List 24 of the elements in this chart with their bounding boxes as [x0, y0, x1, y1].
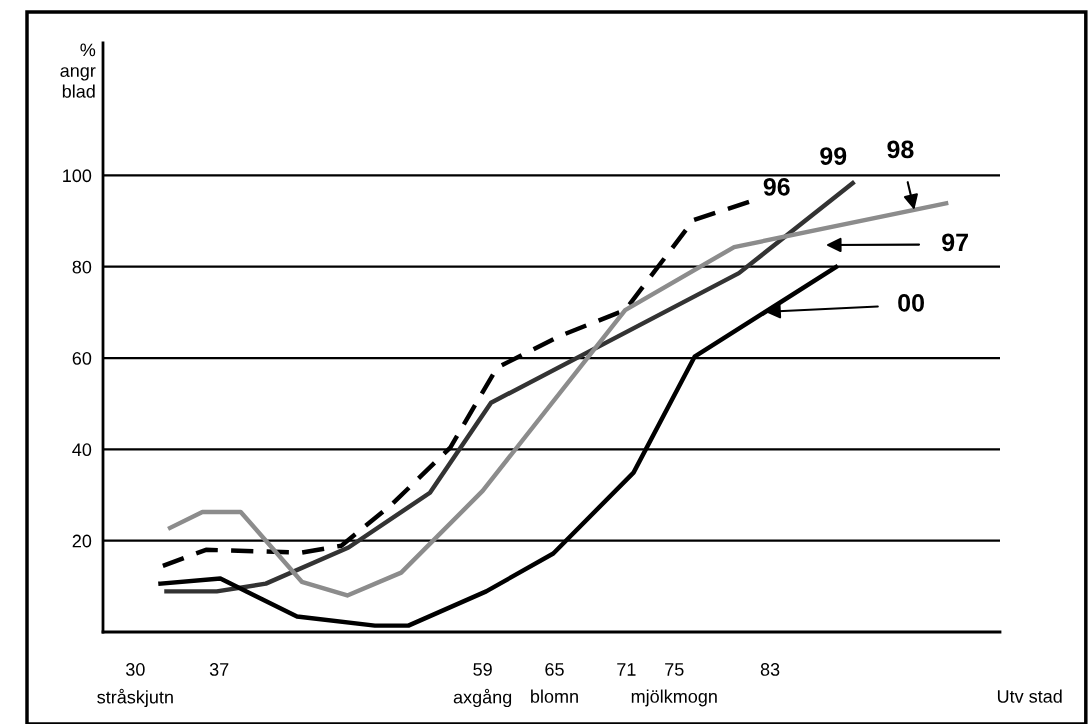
series-label: 96 — [763, 177, 790, 196]
y-tick-label: 60 — [72, 351, 92, 365]
legend-label: 00 — [898, 293, 924, 312]
y-axis-title: % angr blad — [60, 43, 96, 98]
y-tick-label: 40 — [72, 443, 92, 457]
text: 98 — [887, 140, 914, 159]
y-tick-label: 80 — [72, 260, 92, 274]
text: stråskjutn — [97, 688, 173, 708]
text: blomn — [531, 689, 578, 703]
y-tick-label: 100 — [63, 169, 92, 183]
x-axis-title: Utv stad — [997, 689, 1062, 703]
x-tick-label: 83 — [760, 663, 780, 676]
y-tick-label: 20 — [72, 534, 92, 548]
x-tick-label: 71 — [617, 663, 636, 676]
x-tick-label: 37 — [209, 663, 229, 676]
annotation: 97 — [942, 233, 968, 252]
x-tick-label: 75 — [665, 663, 684, 676]
x-tick-label: 65 — [545, 663, 564, 676]
text: mjölkmogn — [631, 689, 717, 707]
series-label: 99 — [820, 147, 847, 165]
line-series — [164, 180, 855, 594]
x-tick-label: 30 — [125, 663, 145, 676]
text: axgång — [453, 688, 512, 708]
x-tick-label: 59 — [473, 663, 492, 676]
